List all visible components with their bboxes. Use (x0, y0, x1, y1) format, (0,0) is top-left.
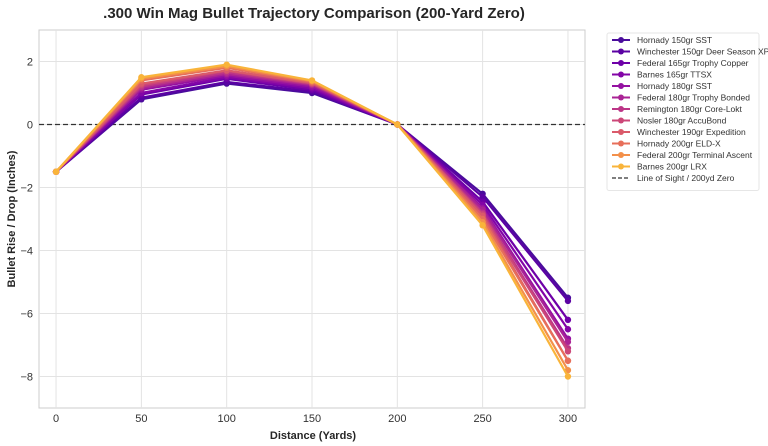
legend-swatch-marker (618, 163, 624, 170)
data-point (394, 121, 401, 128)
data-point (564, 373, 572, 380)
legend-reference-label: Line of Sight / 200yd Zero (637, 173, 735, 183)
legend-swatch-marker (618, 94, 624, 101)
data-point (564, 348, 572, 355)
data-point (564, 316, 572, 323)
series-layer (52, 61, 572, 380)
data-point (564, 338, 572, 346)
legend-swatch-marker (618, 117, 624, 124)
x-tick-label: 250 (473, 413, 491, 425)
chart-title: .300 Win Mag Bullet Trajectory Compariso… (103, 5, 525, 22)
data-point (479, 193, 486, 201)
legend-swatch-marker (618, 37, 624, 43)
legend-entry-label: Federal 165gr Trophy Copper (637, 58, 749, 68)
legend: Hornady 150gr SST Winchester 150gr Deer S… (606, 32, 768, 191)
y-tick-label: 2 (27, 57, 33, 69)
legend-entry-label: Remington 180gr Core-Lokt (637, 104, 743, 114)
data-point (52, 168, 60, 175)
series-group (52, 61, 572, 380)
y-axis-label: Bullet Rise / Drop (Inches) (6, 150, 18, 287)
legend-swatch-marker (618, 152, 624, 158)
legend-swatch-marker (618, 106, 624, 112)
legend-swatch-marker (618, 83, 624, 89)
data-point (564, 297, 572, 305)
data-point (223, 61, 230, 68)
data-point (564, 357, 572, 364)
y-tick-label: −2 (20, 183, 33, 195)
legend-entry-label: Hornady 180gr SST (637, 81, 712, 91)
x-tick-label: 200 (388, 413, 406, 425)
y-tick-label: −8 (20, 372, 33, 384)
legend-entry-label: Federal 200gr Terminal Ascent (637, 150, 753, 160)
y-tick-label: −4 (20, 246, 33, 258)
y-tick-label: −6 (20, 309, 33, 321)
legend-swatch-marker (618, 71, 624, 78)
legend-entry-label: Federal 180gr Trophy Bonded (637, 93, 750, 103)
legend-entry-label: Nosler 180gr AccuBond (637, 116, 727, 126)
legend-entry-label: Hornady 200gr ELD-X (637, 139, 721, 149)
data-point (564, 326, 572, 333)
data-point (308, 77, 316, 84)
legend-box (606, 32, 760, 191)
legend-entry-label: Barnes 200gr LRX (637, 162, 707, 172)
x-tick-label: 100 (218, 413, 236, 425)
x-axis-label: Distance (Yards) (270, 430, 357, 442)
x-tick-label: 150 (303, 413, 321, 425)
legend-entry-label: Hornady 150gr SST (637, 35, 712, 45)
y-tick-label: 0 (27, 120, 33, 132)
data-point (479, 222, 486, 229)
tick-labels: 0 50 100 150 200 250 300 −8 −6 −4 −2 0 2 (20, 57, 577, 426)
legend-swatch-marker (618, 129, 624, 135)
legend-entry-label: Barnes 165gr TTSX (637, 70, 712, 80)
legend-entry-label: Winchester 150gr Deer Season XP (637, 47, 768, 57)
x-tick-label: 50 (135, 413, 147, 425)
data-point (138, 74, 145, 81)
legend-swatch-marker (618, 140, 624, 147)
legend-swatch-marker (618, 48, 624, 55)
legend-entry-label: Winchester 190gr Expedition (637, 127, 746, 137)
x-tick-label: 300 (559, 413, 577, 425)
legend-swatch-marker (618, 60, 624, 66)
x-tick-label: 0 (53, 413, 59, 425)
